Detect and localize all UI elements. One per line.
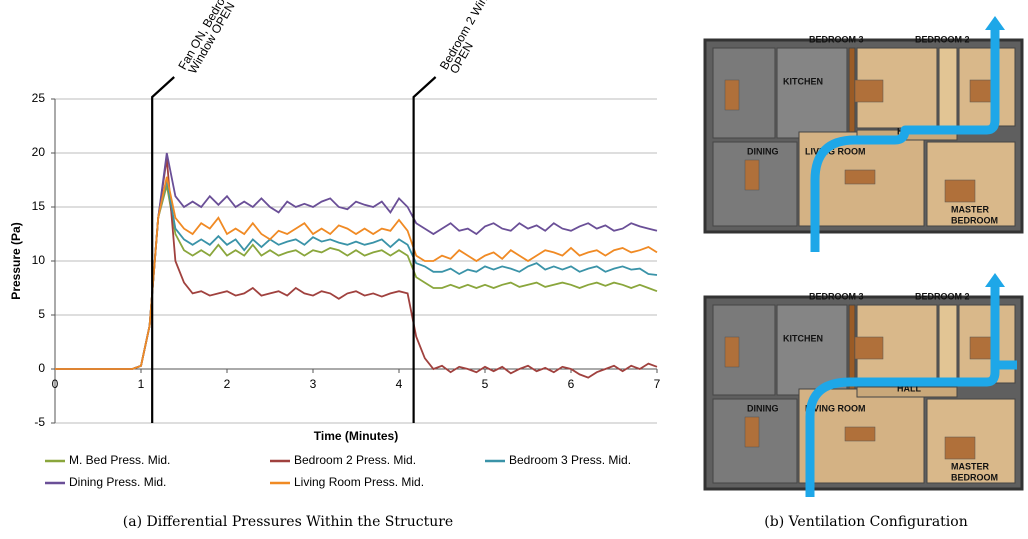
x-axis-title: Time (Minutes)	[314, 429, 398, 443]
y-tick-label: 0	[38, 361, 45, 375]
x-tick-label: 4	[396, 377, 403, 391]
x-tick-label: 3	[310, 377, 317, 391]
room-label: MASTER	[951, 204, 990, 214]
furniture	[844, 426, 876, 442]
furniture	[724, 336, 740, 368]
data-line	[55, 179, 658, 370]
airflow-arrowhead	[985, 273, 1005, 287]
furniture	[854, 336, 884, 360]
legend-label: Bedroom 3 Press. Mid.	[509, 453, 631, 467]
x-tick-label: 0	[52, 377, 59, 391]
y-tick-label: -5	[34, 415, 45, 429]
room-label: BEDROOM 3	[809, 291, 864, 301]
x-tick-label: 1	[138, 377, 145, 391]
furniture	[724, 79, 740, 111]
caption: (a) Differential Pressures Within the St…	[123, 514, 453, 530]
furniture	[844, 169, 876, 185]
y-tick-label: 10	[32, 253, 46, 267]
furniture	[944, 179, 976, 203]
legend-label: Bedroom 2 Press. Mid.	[294, 453, 416, 467]
room-label: HALL	[897, 383, 921, 393]
legend-label: M. Bed Press. Mid.	[69, 453, 170, 467]
room	[848, 47, 856, 139]
y-tick-label: 5	[38, 307, 45, 321]
y-tick-label: 25	[32, 91, 46, 105]
room	[776, 47, 848, 139]
legend-label: Dining Press. Mid.	[69, 475, 166, 489]
airflow-arrow	[810, 28, 1000, 252]
data-line	[55, 176, 658, 370]
data-line	[55, 185, 658, 370]
room	[938, 47, 958, 139]
y-tick-label: 20	[32, 145, 46, 159]
room-label: DINING	[747, 403, 779, 413]
room-label: BEDROOM 3	[809, 34, 864, 44]
room	[958, 304, 1016, 384]
annotation-line	[412, 76, 437, 423]
annotation-text: Bedroom 2 Window 2	[437, 0, 507, 72]
room-label: KITCHEN	[783, 76, 823, 86]
room-label: DINING	[747, 146, 779, 156]
furniture	[944, 436, 976, 460]
furniture	[744, 416, 760, 448]
annotation-line	[151, 76, 175, 423]
caption: (b) Ventilation Configuration	[764, 514, 967, 530]
room-label: KITCHEN	[783, 333, 823, 343]
room-label: LIVING ROOM	[805, 146, 866, 156]
airflow-arrow	[805, 285, 1000, 497]
furniture	[854, 79, 884, 103]
x-tick-label: 5	[482, 377, 489, 391]
legend-label: Living Room Press. Mid.	[294, 475, 424, 489]
room	[856, 386, 958, 398]
x-tick-label: 7	[654, 377, 661, 391]
room-label: BEDROOM 2	[915, 291, 970, 301]
furniture	[744, 159, 760, 191]
room	[712, 47, 776, 139]
room-label: MASTER	[951, 461, 990, 471]
room-label: BEDROOM	[951, 472, 998, 482]
x-tick-label: 2	[224, 377, 231, 391]
x-tick-label: 6	[568, 377, 575, 391]
airflow-arrowhead	[985, 16, 1005, 30]
floor-plan: BEDROOM 3 BEDROOM 2 KITCHEN HALL DINING LIVIN…	[703, 273, 1024, 497]
y-tick-label: 15	[32, 199, 46, 213]
y-axis-title: Pressure (Pa)	[9, 222, 23, 299]
room	[712, 304, 776, 396]
room-label: LIVING ROOM	[805, 403, 866, 413]
room-label: BEDROOM 2	[915, 34, 970, 44]
room-label: BEDROOM	[951, 215, 998, 225]
